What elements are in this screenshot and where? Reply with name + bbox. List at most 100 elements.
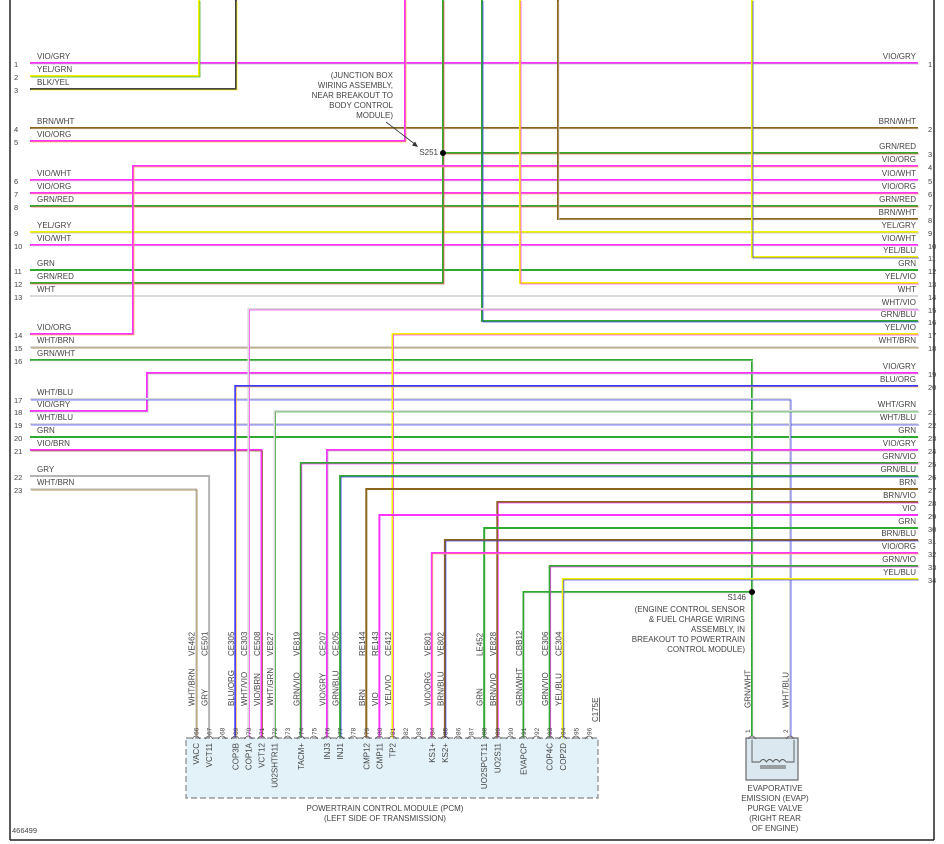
pin-number: 70 (246, 727, 253, 735)
left-row-wire-label: WHT/BLU (37, 413, 73, 422)
pcm-connector-body (185, 737, 599, 799)
left-row-number: 19 (14, 421, 22, 430)
right-row-wire-label: GRN/VIO (882, 555, 916, 564)
right-row-number: 2 (928, 125, 932, 134)
evap-title: EMISSION (EVAP) (741, 794, 809, 803)
pin-name: U02SHTR11 (271, 742, 280, 787)
pcm-connector: 66 VACC WHT/BRN VE462 67 VCT11 GRY CE501 68 69 COP… (185, 630, 600, 823)
pin-terminal-icon (388, 735, 397, 740)
pin-number: 84 (429, 727, 436, 735)
left-row-number: 22 (14, 473, 22, 482)
pin-name: TACM+ (297, 743, 306, 770)
splice-s251-note: (JUNCTION BOX (331, 71, 394, 80)
pin-number: 66 (194, 727, 201, 735)
splice-s251-label: S251 (419, 148, 438, 157)
right-row-wire-label: YEL/GRY (881, 221, 916, 230)
pin-terminal-icon (296, 735, 306, 740)
pin-wire-color: YEL/BLU (554, 673, 563, 706)
splice-s251-note: NEAR BREAKOUT TO (312, 91, 393, 100)
left-row-wire-label: YEL/GRY (37, 221, 72, 230)
pin-number: 80 (377, 727, 384, 735)
right-row-number: 14 (928, 293, 936, 302)
right-row-number: 5 (928, 177, 932, 186)
left-row-wire-label: GRN/RED (37, 195, 74, 204)
right-row-wire-label: VIO/ORG (882, 542, 916, 551)
right-row-number: 1 (928, 60, 932, 69)
wire-left-9-right-9 (30, 231, 919, 234)
evap-title: PURGE VALVE (747, 804, 802, 813)
pin-number: 82 (403, 727, 410, 735)
wire-left-3 (30, 0, 238, 91)
pin-number: 90 (508, 727, 515, 735)
right-row-number: 31 (928, 537, 936, 546)
left-row-wire-label: GRY (37, 465, 55, 474)
right-row-number: 7 (928, 203, 932, 212)
left-row-wire-label: VIO/ORG (37, 323, 71, 332)
pin-name: UO2SPCT11 (480, 742, 489, 789)
pin-number: 72 (272, 727, 279, 735)
pin-number: 93 (547, 727, 554, 735)
pin-number: 69 (233, 727, 240, 735)
right-row-wire-label: BRN (899, 478, 916, 487)
splice-s146-dot (749, 589, 755, 595)
wire-left-2 (30, 0, 201, 78)
wire-right-27-pin-79 (365, 488, 918, 740)
pin-terminal-icon (571, 735, 581, 740)
right-row-wire-label: VIO/GRY (883, 439, 917, 448)
right-row-wire-label: GRN (898, 517, 916, 526)
pin-number: 76 (325, 727, 332, 735)
wires (30, 0, 919, 741)
left-row-number: 5 (14, 138, 18, 147)
splice-s251-note: WIRING ASSEMBLY, (318, 81, 393, 90)
wire-right-28-pin-89 (496, 501, 919, 741)
arrowhead-icon (412, 141, 418, 147)
pin-terminal-icon (747, 735, 757, 740)
pin-circuit-id: RE144 (358, 631, 367, 656)
wire-right-20-pin-69 (234, 385, 919, 741)
right-row-number: 22 (928, 421, 936, 430)
pin-terminal-icon (401, 735, 410, 740)
wire-left-17-evap-2 (30, 398, 792, 737)
left-row-wire-label: GRN (37, 426, 55, 435)
pcm-title: (LEFT SIDE OF TRANSMISSION) (324, 814, 446, 823)
left-row-number: 15 (14, 344, 22, 353)
left-row-number: 16 (14, 357, 22, 366)
pin-number: 89 (495, 727, 502, 735)
pin-wire-color: YEL/VIO (384, 675, 393, 706)
right-row-wire-label: WHT/BLU (880, 413, 916, 422)
pin-wire-color: GRN/VIO (541, 672, 550, 706)
pin-wire-color: WHT/BRN (188, 668, 197, 706)
right-row-wire-label: GRN (898, 259, 916, 268)
pin-terminal-icon (519, 735, 528, 740)
right-row-wire-label: YEL/BLU (883, 246, 916, 255)
pin-number: 81 (390, 727, 397, 735)
wire-left-4-right-2 (30, 127, 919, 130)
pin-circuit-id: VE827 (266, 631, 275, 656)
pin-name: COP4C (546, 743, 555, 771)
pin-terminal-icon (558, 735, 568, 740)
pin-circuit-id: CE501 (201, 631, 210, 656)
right-row-wire-label: VIO/WHT (882, 234, 916, 243)
pin-number: 73 (285, 727, 292, 735)
pin-circuit-id: VE828 (489, 631, 498, 656)
pin-terminal-icon (244, 735, 253, 740)
left-row-number: 20 (14, 434, 22, 443)
wire-left-15-right-18 (30, 346, 919, 349)
pin-number: 67 (207, 727, 214, 735)
wire-left-12 (30, 0, 445, 285)
evap-title: (RIGHT REAR (749, 814, 801, 823)
wire-right-31-pin-85 (443, 539, 919, 741)
wire-left-23-pin-66 (30, 488, 198, 741)
pin-terminal-icon (230, 735, 240, 740)
pin-terminal-icon (492, 735, 502, 740)
right-row-wire-label: WHT (898, 285, 916, 294)
right-row-number: 29 (928, 512, 936, 521)
pin-terminal-icon (453, 735, 463, 740)
right-row-wire-label: GRN/RED (879, 195, 916, 204)
right-row-wire-label: YEL/BLU (883, 568, 916, 577)
right-row-wire-label: GRN (898, 426, 916, 435)
left-row-number: 2 (14, 73, 18, 82)
left-row-wire-label: WHT/BLU (37, 388, 73, 397)
